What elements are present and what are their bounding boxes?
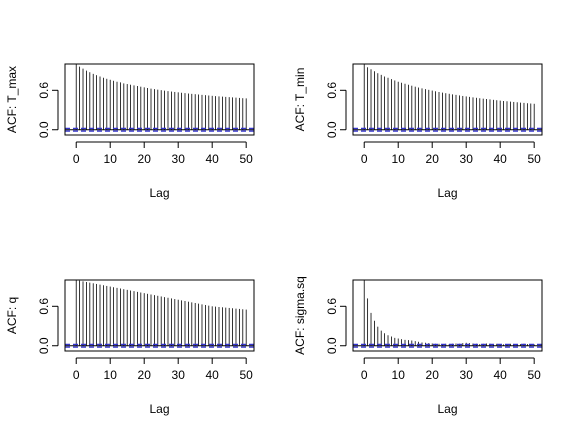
x-tick-label: 20 (426, 152, 440, 166)
plot-frame (64, 279, 255, 352)
y-tick-label: 0.0 (325, 121, 339, 138)
x-tick-label: 50 (240, 152, 254, 166)
y-axis-label: ACF: T_min (293, 68, 307, 132)
x-tick-label: 20 (426, 368, 440, 382)
x-tick-label: 30 (460, 368, 474, 382)
x-tick-label: 40 (206, 368, 220, 382)
x-tick-label: 10 (392, 152, 406, 166)
y-tick-label: 0.0 (325, 337, 339, 354)
x-tick-label: 0 (73, 152, 80, 166)
y-tick-label: 0.0 (37, 121, 51, 138)
plot-frame (352, 279, 543, 352)
y-axis-label: ACF: sigma.sq (293, 276, 307, 355)
x-tick-label: 50 (528, 368, 542, 382)
x-tick-label: 10 (392, 368, 406, 382)
acf-panel: 0 10 20 30 40 50 0.0 0.6 Lag ACF: sigma.sq (293, 276, 543, 416)
x-tick-label: 0 (361, 368, 368, 382)
x-tick-label: 10 (104, 368, 118, 382)
y-tick-label: 0.0 (37, 337, 51, 354)
x-tick-label: 0 (73, 368, 80, 382)
x-tick-label: 30 (460, 152, 474, 166)
y-tick-label: 0.6 (325, 82, 339, 99)
x-tick-label: 50 (528, 152, 542, 166)
x-axis-label: Lag (149, 402, 169, 416)
plot-frame (64, 63, 255, 136)
x-tick-label: 40 (206, 152, 220, 166)
plot-frame (352, 63, 543, 136)
x-tick-label: 10 (104, 152, 118, 166)
x-tick-label: 20 (138, 152, 152, 166)
y-tick-label: 0.6 (37, 82, 51, 99)
x-tick-label: 40 (494, 152, 508, 166)
y-axis-label: ACF: q (5, 297, 19, 334)
x-tick-label: 40 (494, 368, 508, 382)
y-tick-label: 0.6 (37, 298, 51, 315)
x-axis-label: Lag (149, 186, 169, 200)
x-axis-label: Lag (437, 186, 457, 200)
y-axis-label: ACF: T_max (5, 66, 19, 133)
acf-panel: 0 10 20 30 40 50 0.0 0.6 Lag ACF: q (5, 279, 255, 416)
y-tick-label: 0.6 (325, 298, 339, 315)
x-axis-label: Lag (437, 402, 457, 416)
x-tick-label: 50 (240, 368, 254, 382)
x-tick-label: 20 (138, 368, 152, 382)
x-tick-label: 30 (172, 152, 186, 166)
x-tick-label: 0 (361, 152, 368, 166)
acf-panel: 0 10 20 30 40 50 0.0 0.6 Lag ACF: T_min (293, 63, 543, 200)
x-tick-label: 30 (172, 368, 186, 382)
acf-panel: 0 10 20 30 40 50 0.0 0.6 Lag ACF: T_max (5, 63, 255, 200)
